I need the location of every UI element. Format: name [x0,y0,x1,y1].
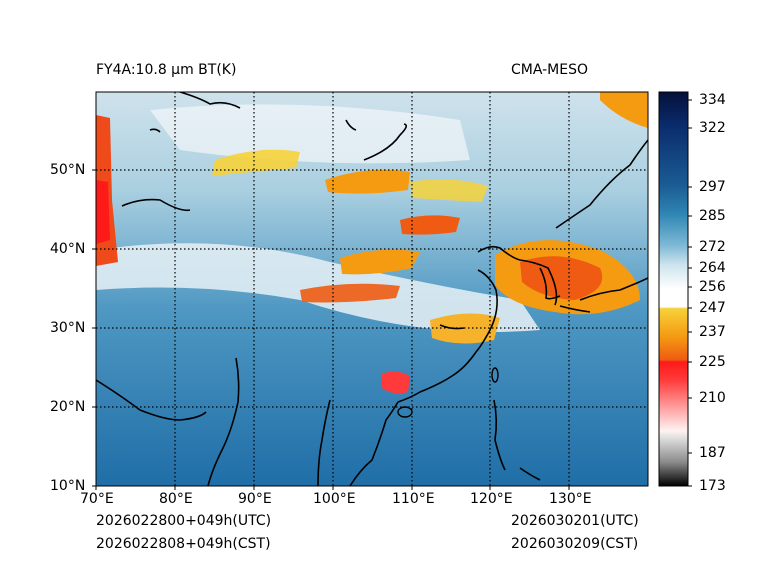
cloud-streak-2 [325,169,410,194]
cloud-ne [600,92,648,128]
lon-label-130e: 130°E [549,491,592,507]
map-frame [95,91,649,487]
gridlines [96,92,648,486]
cloud-streak-1 [212,149,300,176]
colorbar-ticks [688,99,692,487]
colorbar-label: 285 [699,208,726,224]
cloud-south [382,371,410,394]
cloud-streak-6 [400,215,460,235]
colorbar-label: 334 [699,92,726,108]
cold-cloud-west-inner [96,180,110,244]
colorbar-label: 225 [699,354,726,370]
lon-label-90e: 90°E [238,491,272,507]
lat-label-20n: 20°N [50,399,86,415]
lon-label-70e: 70°E [80,491,114,507]
colorbar-label: 237 [699,324,726,340]
valid-time-utc: 2026030201(UTC) [511,513,639,529]
cloud-band-north [150,104,470,164]
colorbar [658,91,689,487]
init-time-cst: 2026022808+049h(CST) [96,536,271,552]
lat-label-10n: 10°N [50,478,86,494]
lat-label-40n: 40°N [50,241,86,257]
colorbar-label: 272 [699,239,726,255]
island-taiwan [491,367,499,383]
init-time-utc: 2026022800+049h(UTC) [96,513,272,529]
colorbar-label: 322 [699,120,726,136]
model-name: CMA-MESO [511,62,589,78]
cloud-streak-4 [340,249,420,275]
cloud-streak-5 [300,283,400,303]
colorbar-label: 264 [699,260,726,276]
colorbar-label: 247 [699,300,726,316]
lat-label-50n: 50°N [50,162,86,178]
coastlines [96,92,648,486]
colorbar-label: 173 [699,478,726,494]
lon-label-80e: 80°E [159,491,193,507]
colorbar-label: 187 [699,445,726,461]
valid-time-cst: 2026030209(CST) [511,536,639,552]
lon-label-120e: 120°E [470,491,513,507]
lon-label-100e: 100°E [313,491,356,507]
cloud-streak-3 [410,179,488,202]
map-title: FY4A:10.8 µm BT(K) [96,62,237,78]
colorbar-label: 210 [699,390,726,406]
lat-label-30n: 30°N [50,320,86,336]
colorbar-label: 256 [699,279,726,295]
axis-ticks [92,169,570,490]
lon-label-110e: 110°E [392,491,435,507]
colorbar-label: 297 [699,179,726,195]
cloud-korea-core [520,256,603,300]
